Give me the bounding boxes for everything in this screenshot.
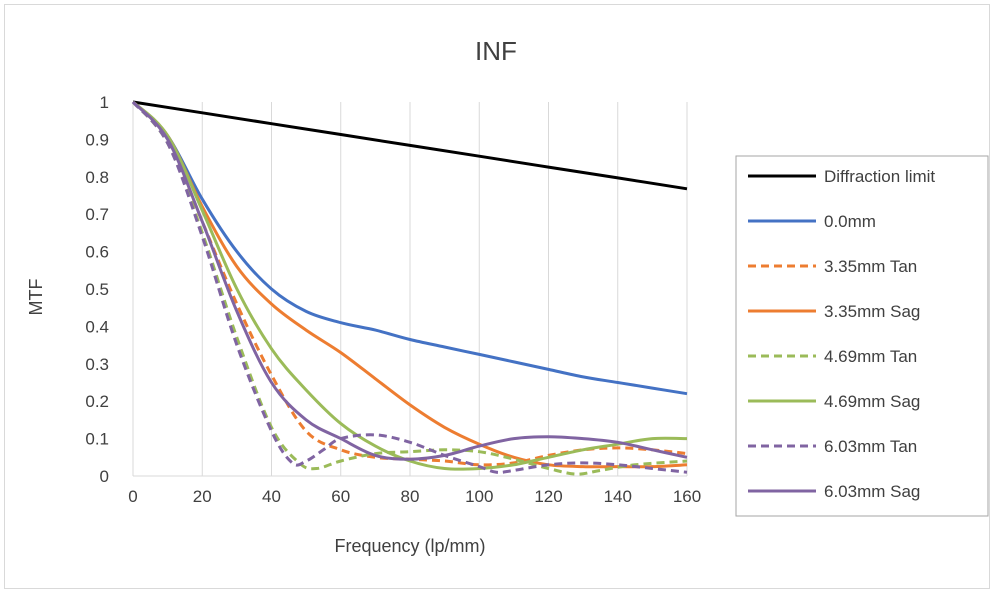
y-tick-label: 0.9 [85, 130, 109, 149]
x-tick-label: 100 [465, 487, 493, 506]
y-tick-label: 0.3 [85, 355, 109, 374]
y-tick-label: 0.1 [85, 430, 109, 449]
y-tick-label: 0.5 [85, 280, 109, 299]
axis-layer: 0 20 40 60 80 100 120 140 160 0 0.1 0.2 0.3 0.4 0.5 0.6… [85, 93, 701, 506]
series-layer [131, 100, 688, 476]
x-tick-label: 0 [128, 487, 137, 506]
chart-title: INF [475, 36, 517, 66]
y-tick-label: 0.8 [85, 168, 109, 187]
legend-box [735, 155, 989, 517]
x-tick-label: 160 [673, 487, 701, 506]
x-tick-label: 60 [331, 487, 350, 506]
legend: Diffraction limit 0.0mm 3.35mm Tan 3.35mm S… [735, 155, 989, 517]
y-tick-label: 0.2 [85, 392, 109, 411]
x-tick-label: 80 [401, 487, 420, 506]
series-line-0-0mm [131, 100, 688, 396]
series-line-3-35mm-sag [131, 100, 688, 469]
legend-label-4-69mm-sag: 4.69mm Sag [824, 392, 920, 411]
y-tick-label: 0.7 [85, 205, 109, 224]
y-tick-label: 0.6 [85, 243, 109, 262]
legend-label-6-03mm-tan: 6.03mm Tan [824, 437, 917, 456]
y-tick-label: 0 [100, 467, 109, 486]
legend-label-diffraction-limit: Diffraction limit [824, 167, 935, 186]
series-line-6-03mm-tan [131, 100, 688, 474]
y-tick-label: 0.4 [85, 317, 109, 336]
legend-label-4-69mm-tan: 4.69mm Tan [824, 347, 917, 366]
y-tick-label: 1 [100, 93, 109, 112]
y-axis-title: MTF [26, 279, 46, 316]
x-tick-label: 20 [193, 487, 212, 506]
series-line-4-69mm-tan [131, 100, 688, 476]
series-line-6-03mm-sag [131, 100, 688, 461]
x-tick-label: 120 [534, 487, 562, 506]
series-line-diffraction-limit [132, 100, 688, 191]
legend-label-6-03mm-sag: 6.03mm Sag [824, 482, 920, 501]
legend-label-3-35mm-tan: 3.35mm Tan [824, 257, 917, 276]
legend-label-0-0mm: 0.0mm [824, 212, 876, 231]
x-tick-label: 40 [262, 487, 281, 506]
legend-label-3-35mm-sag: 3.35mm Sag [824, 302, 920, 321]
grid-layer [201, 102, 688, 476]
x-axis-title: Frequency (lp/mm) [334, 536, 485, 556]
x-tick-label: 140 [604, 487, 632, 506]
